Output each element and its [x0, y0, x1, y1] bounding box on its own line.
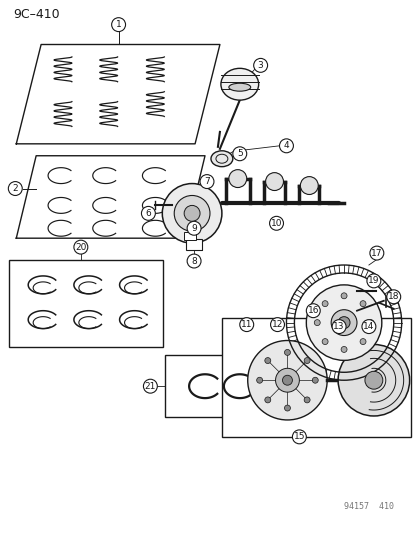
Circle shape — [282, 375, 292, 385]
Circle shape — [321, 301, 327, 306]
Circle shape — [265, 173, 283, 190]
Circle shape — [364, 372, 382, 389]
Circle shape — [112, 18, 125, 31]
Text: 20: 20 — [75, 243, 86, 252]
Text: 2: 2 — [12, 184, 18, 193]
Circle shape — [247, 341, 326, 420]
Text: 9C–410: 9C–410 — [13, 8, 60, 21]
Circle shape — [311, 377, 318, 383]
Text: 7: 7 — [204, 177, 209, 186]
Circle shape — [264, 397, 270, 403]
Text: 3: 3 — [257, 61, 263, 70]
Text: 4: 4 — [283, 141, 289, 150]
Text: 15: 15 — [293, 432, 304, 441]
Circle shape — [187, 221, 201, 235]
Circle shape — [340, 293, 346, 299]
Ellipse shape — [211, 151, 232, 167]
Circle shape — [304, 358, 309, 364]
Text: 1: 1 — [116, 20, 121, 29]
Text: 6: 6 — [145, 209, 151, 218]
Circle shape — [184, 205, 199, 221]
Circle shape — [366, 274, 380, 288]
Bar — [9, 260, 163, 348]
Circle shape — [330, 310, 356, 336]
Circle shape — [256, 377, 262, 383]
Circle shape — [306, 304, 320, 318]
Circle shape — [321, 338, 327, 344]
Circle shape — [275, 368, 299, 392]
Circle shape — [143, 379, 157, 393]
Circle shape — [337, 344, 408, 416]
Circle shape — [337, 317, 349, 328]
Text: 11: 11 — [240, 320, 252, 329]
Circle shape — [304, 397, 309, 403]
Text: 94157  410: 94157 410 — [343, 502, 393, 511]
Circle shape — [199, 175, 214, 189]
Text: 17: 17 — [370, 248, 382, 257]
Circle shape — [228, 169, 246, 188]
Circle shape — [270, 318, 284, 332]
Text: 21: 21 — [145, 382, 156, 391]
Circle shape — [340, 346, 346, 352]
Ellipse shape — [221, 68, 258, 100]
Circle shape — [187, 254, 201, 268]
Circle shape — [359, 301, 365, 306]
Circle shape — [162, 183, 221, 243]
Bar — [184, 232, 196, 240]
Text: 19: 19 — [367, 277, 379, 285]
Circle shape — [253, 59, 267, 72]
Circle shape — [8, 182, 22, 196]
Circle shape — [306, 285, 381, 360]
Text: 16: 16 — [307, 306, 318, 315]
Circle shape — [367, 320, 373, 326]
Circle shape — [174, 196, 209, 231]
Circle shape — [359, 338, 365, 344]
Circle shape — [232, 147, 246, 161]
Text: 13: 13 — [332, 322, 344, 331]
Circle shape — [74, 240, 88, 254]
Circle shape — [331, 320, 345, 334]
Text: 8: 8 — [191, 256, 197, 265]
Circle shape — [386, 290, 400, 304]
Circle shape — [239, 318, 253, 332]
Ellipse shape — [228, 83, 250, 91]
Text: 9: 9 — [191, 224, 197, 233]
Circle shape — [269, 216, 283, 230]
Circle shape — [292, 430, 306, 444]
Text: 18: 18 — [387, 292, 399, 301]
Circle shape — [300, 176, 318, 195]
Circle shape — [264, 358, 270, 364]
Circle shape — [284, 350, 290, 356]
Circle shape — [279, 139, 293, 153]
Circle shape — [369, 246, 383, 260]
Circle shape — [284, 405, 290, 411]
Text: 5: 5 — [236, 149, 242, 158]
Text: 10: 10 — [270, 219, 282, 228]
Bar — [165, 356, 272, 417]
Circle shape — [361, 320, 375, 334]
Text: 12: 12 — [271, 320, 282, 329]
Circle shape — [313, 320, 320, 326]
Bar — [186, 239, 202, 250]
Bar — [221, 318, 410, 437]
Circle shape — [141, 206, 155, 220]
Text: 14: 14 — [362, 322, 374, 331]
